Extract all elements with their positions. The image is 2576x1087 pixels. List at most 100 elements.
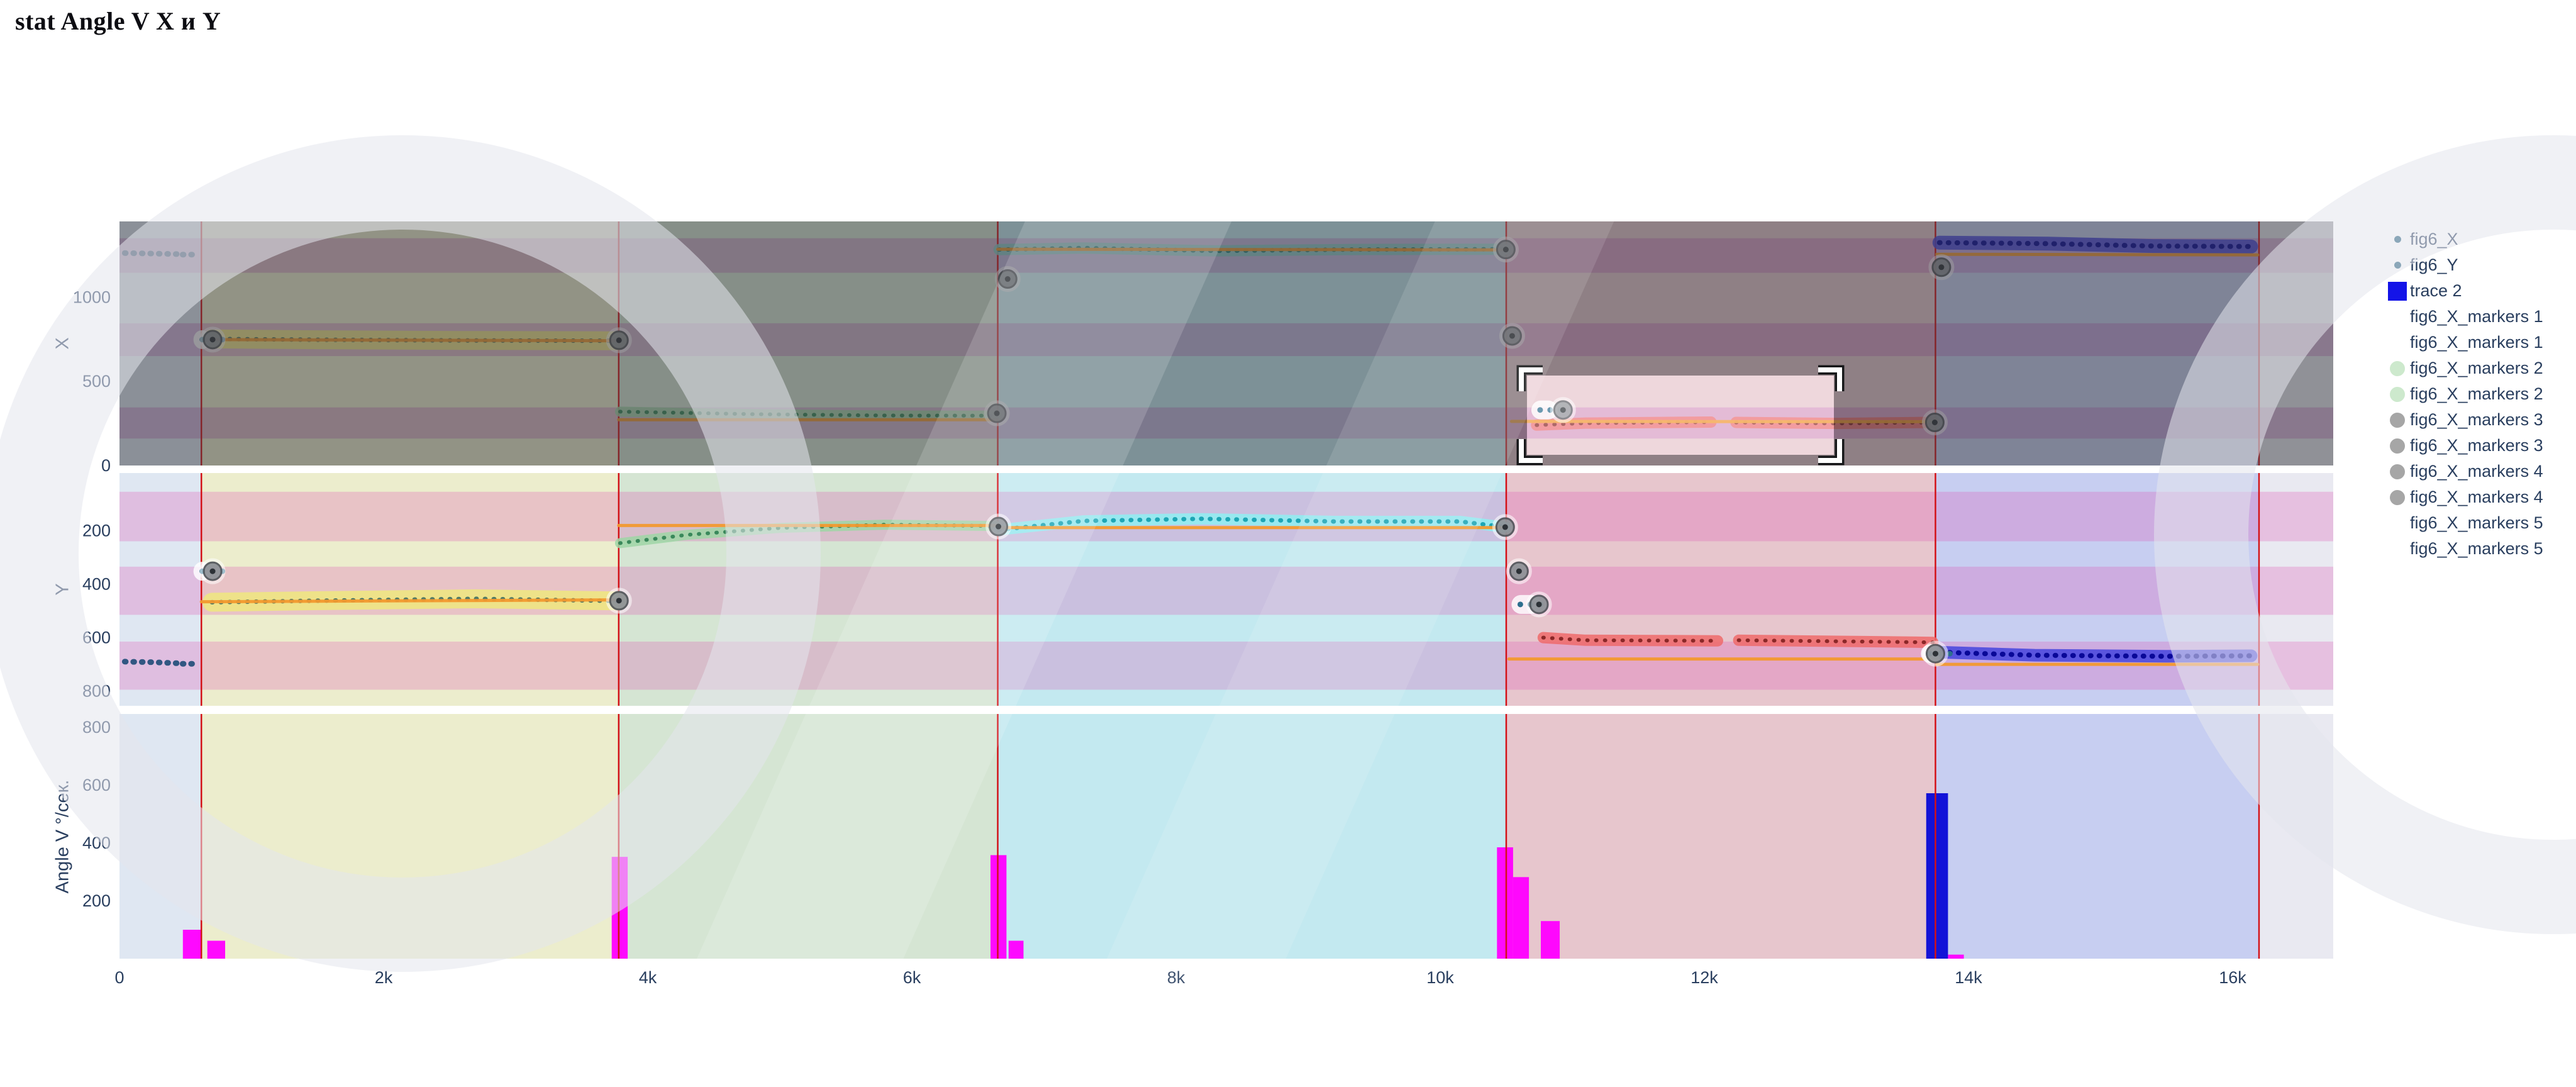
series-fig6_X_markers 3 <box>997 516 1507 532</box>
gray-marker-core <box>1536 601 1542 608</box>
gray-marker <box>1506 558 1532 584</box>
legend-label: fig6_X_markers 2 <box>2410 359 2543 377</box>
gray-marker-ring <box>1550 397 1576 423</box>
legend-item[interactable]: fig6_X_markers 4 <box>2385 484 2573 510</box>
x-tick-label: 0 <box>114 968 124 987</box>
segment-shading <box>201 714 619 959</box>
legend-item[interactable]: fig6_X_markers 1 <box>2385 304 2573 330</box>
y-tick-label: 400 <box>82 574 111 593</box>
histogram-bar <box>1497 847 1513 959</box>
selection-bracket[interactable] <box>1519 367 1543 391</box>
selection-bracket[interactable] <box>1818 367 1842 391</box>
y-tick-label: 500 <box>82 372 111 391</box>
selection-bracket[interactable] <box>1519 439 1543 463</box>
series-trace 2 <box>1938 649 2254 659</box>
y-axis-title-angle-v: Angle V °/сек. <box>52 779 73 894</box>
y-tick-label: 800 <box>82 682 111 701</box>
legend-label: fig6_Y <box>2410 255 2458 274</box>
mini-dot <box>1517 601 1523 608</box>
mini-dot <box>1946 650 1953 657</box>
selection-region[interactable] <box>1527 376 1834 455</box>
legend-marker-icon <box>2385 262 2410 269</box>
histogram-bar <box>1513 877 1530 959</box>
segment-shading <box>2258 714 2333 959</box>
gray-marker <box>1526 591 1552 618</box>
legend-marker-icon <box>2385 489 2410 505</box>
x-tick-label: 6k <box>903 968 921 987</box>
y-tick-label: 200 <box>82 521 111 540</box>
gray-marker-core <box>616 598 622 604</box>
gray-marker-core <box>996 523 1002 530</box>
legend-marker-icon <box>2385 281 2410 301</box>
segment-shading <box>1506 473 1936 706</box>
x-tick-label: 14k <box>1955 968 1982 987</box>
series-fig6_X_markers 4 <box>1541 635 1719 643</box>
y-tick-label: 600 <box>82 628 111 647</box>
x-tick-label: 4k <box>639 968 657 987</box>
series-trend <box>199 598 621 604</box>
y-axis-title-x: X <box>52 337 73 350</box>
legend-item[interactable]: fig6_X_markers 1 <box>2385 330 2573 355</box>
histogram-bar <box>1541 921 1560 959</box>
legend-marker-icon <box>2385 360 2410 376</box>
segment-shading <box>119 714 202 959</box>
legend-label: fig6_X_markers 4 <box>2410 488 2543 506</box>
gray-marker-core <box>209 568 216 574</box>
segment-shading <box>618 714 998 959</box>
gray-marker <box>1550 397 1576 423</box>
legend-marker-dot-large <box>2390 412 2405 428</box>
selection-dim-left <box>119 221 1527 465</box>
legend-item[interactable]: trace 2 <box>2385 278 2573 304</box>
legend-label: fig6_X_markers 2 <box>2410 384 2543 403</box>
legend-label: fig6_X_markers 1 <box>2410 307 2543 326</box>
mini-dot <box>1537 407 1543 413</box>
legend-item[interactable]: fig6_Y <box>2385 252 2573 278</box>
legend-item[interactable]: fig6_X_markers 2 <box>2385 355 2573 381</box>
x-tick-label: 8k <box>1167 968 1185 987</box>
gray-marker-core <box>1516 568 1522 574</box>
selection-bracket[interactable] <box>1818 439 1842 463</box>
x-tick-label: 12k <box>1690 968 1718 987</box>
legend-item[interactable]: fig6_X_markers 5 <box>2385 510 2573 536</box>
gray-marker <box>606 588 632 614</box>
legend-item[interactable]: fig6_X <box>2385 226 2573 252</box>
y-tick-label: 400 <box>82 833 111 852</box>
x-tick-label: 2k <box>375 968 393 987</box>
histogram-bar <box>1948 954 1964 959</box>
series-fig6_X_markers 4 <box>1736 638 1935 645</box>
x-tick-label: 10k <box>1426 968 1454 987</box>
gray-marker-core <box>1560 407 1566 413</box>
y-tick-label: 600 <box>82 776 111 794</box>
legend-item[interactable]: fig6_X_markers 2 <box>2385 381 2573 407</box>
segment-shading <box>1935 714 2259 959</box>
segment-shading <box>997 714 1506 959</box>
legend-marker-icon <box>2385 438 2410 454</box>
histogram-bar <box>611 857 628 959</box>
gray-marker-ring <box>1492 514 1518 540</box>
histogram-bar <box>1008 940 1024 959</box>
legend-marker-dot-large <box>2390 386 2405 402</box>
y-axis-title-y: Y <box>52 583 73 596</box>
legend-item[interactable]: fig6_X_markers 4 <box>2385 459 2573 484</box>
gray-marker <box>1922 640 1948 667</box>
legend-label: trace 2 <box>2410 281 2462 300</box>
page-title: stat Angle V X и Y <box>15 7 221 35</box>
series-fig6_Y <box>121 659 181 666</box>
y-tick-label: 0 <box>101 456 111 475</box>
legend-marker-dot-small <box>2394 236 2401 243</box>
legend-label: fig6_X_markers 3 <box>2410 436 2543 455</box>
legend-marker-dot-large <box>2390 360 2405 376</box>
legend-item[interactable]: fig6_X_markers 3 <box>2385 433 2573 459</box>
legend-item[interactable]: fig6_X_markers 5 <box>2385 536 2573 562</box>
segment-shading <box>1506 714 1936 959</box>
legend-marker-dot-small <box>2394 262 2401 269</box>
gray-marker-ring <box>1922 640 1948 667</box>
gray-marker <box>199 558 226 584</box>
legend-label: fig6_X_markers 1 <box>2410 333 2543 352</box>
legend-marker-dot-large <box>2390 438 2405 454</box>
legend-item[interactable]: fig6_X_markers 3 <box>2385 407 2573 433</box>
gray-marker-ring <box>1526 591 1552 618</box>
